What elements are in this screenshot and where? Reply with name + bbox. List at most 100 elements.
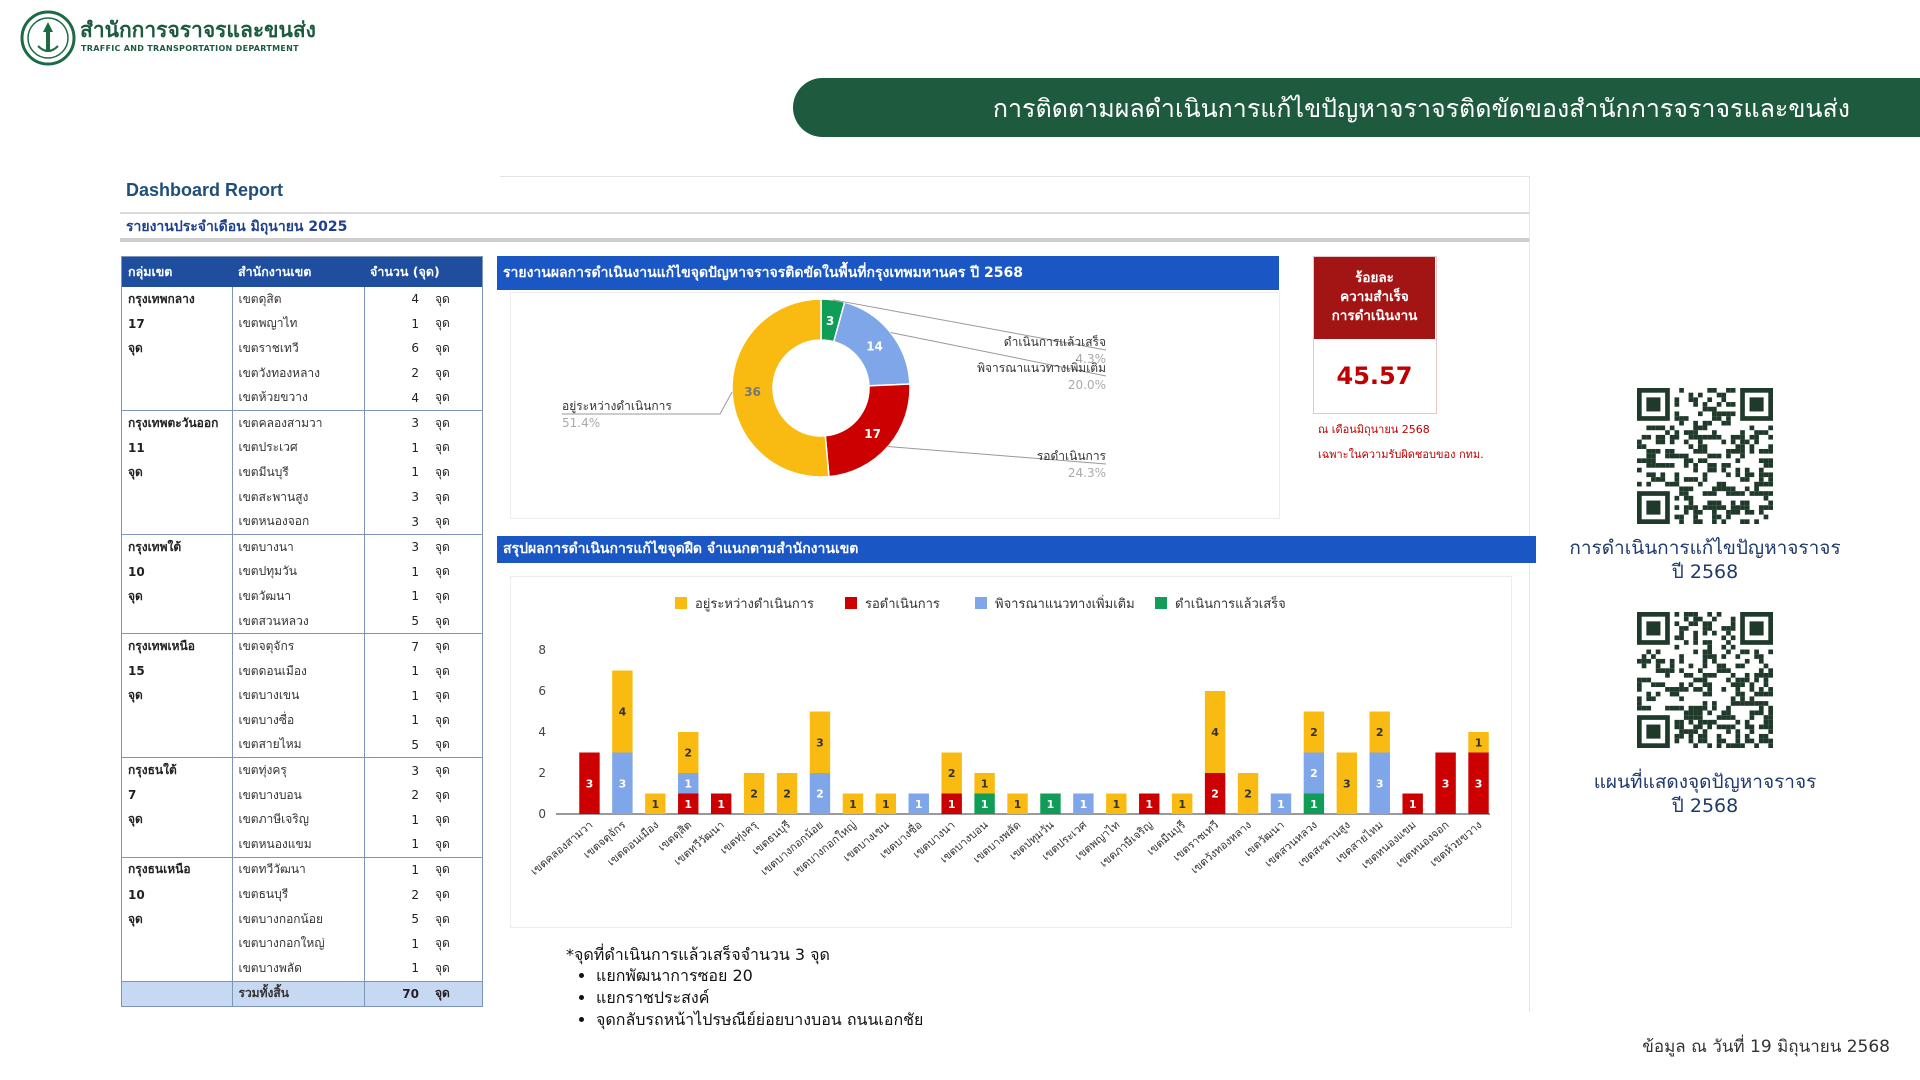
qr-code-map[interactable] bbox=[1637, 612, 1773, 748]
leader-line bbox=[832, 299, 1107, 351]
unit-cell: จุด bbox=[434, 564, 450, 579]
bar-value-label: 1 bbox=[1475, 736, 1483, 749]
bar-value-label: 1 bbox=[1277, 798, 1285, 811]
district-cell: เขตธนบุรี bbox=[232, 882, 365, 907]
table-row: กรุงเทพตะวันออก เขตคลองสามวา 3 จุด bbox=[121, 409, 483, 436]
leader-line bbox=[890, 332, 1107, 377]
footnote-item: แยกราชประสงค์ bbox=[596, 987, 923, 1009]
bar-value-label: 1 bbox=[1409, 798, 1417, 811]
group-cell: จุด bbox=[121, 460, 233, 485]
bar-segment bbox=[1106, 793, 1127, 814]
bar-value-label: 1 bbox=[915, 798, 923, 811]
bar-value-label: 1 bbox=[849, 798, 857, 811]
bar-value-label: 4 bbox=[619, 706, 627, 719]
group-cell: 15 bbox=[121, 658, 233, 684]
group-cell bbox=[121, 608, 233, 634]
count-cell: 2 bbox=[411, 788, 419, 803]
legend-label: พิจารณาแนวทางเพิ่มเติม bbox=[995, 595, 1135, 612]
bar-segment bbox=[678, 773, 699, 794]
district-cell: เขตดุสิต bbox=[232, 287, 365, 312]
unit-cell: จุด bbox=[434, 316, 450, 331]
bar-segment bbox=[1402, 793, 1423, 814]
table-row: จุด เขตภาษีเจริญ 1 จุด bbox=[121, 807, 483, 833]
qr-code-progress[interactable] bbox=[1637, 388, 1773, 524]
bar-value-label: 1 bbox=[1310, 798, 1318, 811]
district-cell: เขตบางซื่อ bbox=[232, 708, 365, 733]
bar-value-label: 2 bbox=[948, 767, 956, 780]
district-table: กลุ่มเขต สำนักงานเขต จำนวน (จุด) กรุงเทพ… bbox=[121, 256, 483, 1008]
footnote-item: แยกพัฒนาการซอย 20 bbox=[596, 965, 923, 987]
donut-category-label: รอดำเนินการ bbox=[1037, 449, 1107, 463]
bar-value-label: 2 bbox=[1310, 767, 1318, 780]
bar-value-label: 2 bbox=[750, 788, 758, 801]
donut-percent-label: 4.3% bbox=[1076, 352, 1107, 366]
dashboard-subtitle: รายงานประจำเดือน มิถุนายน 2025 bbox=[126, 219, 348, 235]
bar-segment bbox=[1007, 793, 1028, 814]
banner-title: การติดตามผลดำเนินการแก้ไขปัญหาจราจรติดขั… bbox=[992, 94, 1850, 123]
unit-cell: จุด bbox=[434, 836, 450, 851]
footnote-title: *จุดที่ดำเนินการแล้วเสร็จจำนวน 3 จุด bbox=[566, 945, 830, 964]
table-row: กรุงเทพใต้ เขตบางนา 3 จุด bbox=[121, 533, 483, 560]
count-cell: 1 bbox=[411, 812, 419, 827]
donut-slice bbox=[824, 383, 911, 478]
count-cell: 1 bbox=[411, 713, 419, 728]
group-cell bbox=[121, 956, 233, 982]
bar-segment bbox=[1171, 793, 1193, 814]
bar-segment bbox=[645, 793, 666, 814]
table-row: 7 เขตบางบอน 2 จุด bbox=[121, 782, 483, 808]
success-title-line: ความสำเร็จ bbox=[1340, 289, 1409, 305]
table-row: กรุงธนเหนือ เขตทวีวัฒนา 1 จุด bbox=[121, 856, 483, 883]
unit-cell: จุด bbox=[434, 489, 450, 504]
group-cell bbox=[121, 385, 233, 411]
group-cell: 10 bbox=[121, 559, 233, 585]
group-cell: กรุงเทพเหนือ bbox=[121, 633, 233, 659]
bar-segment bbox=[1270, 793, 1292, 814]
legend-swatch bbox=[1155, 597, 1167, 609]
count-cell: 1 bbox=[411, 465, 419, 480]
group-cell: จุด bbox=[121, 683, 233, 709]
y-tick-label: 6 bbox=[538, 684, 546, 698]
divider bbox=[120, 238, 1530, 242]
district-cell: เขตบางกอกใหญ่ bbox=[232, 931, 365, 957]
unit-cell: จุด bbox=[428, 856, 483, 883]
total-row: รวมทั้งสิ้น 70 จุด bbox=[121, 980, 483, 1007]
unit-cell: จุด bbox=[434, 960, 450, 975]
divider bbox=[1529, 176, 1530, 1012]
bar-value-label: 2 bbox=[783, 788, 791, 801]
donut-value-label: 36 bbox=[744, 385, 761, 399]
bar-value-label: 2 bbox=[816, 788, 824, 801]
group-cell bbox=[121, 509, 233, 535]
bar-value-label: 3 bbox=[619, 777, 627, 790]
bar-section-title: สรุปผลการดำเนินการแก้ไขจุดฝืด จำแนกตามสำ… bbox=[497, 536, 1536, 563]
donut-value-label: 14 bbox=[866, 339, 883, 353]
district-cell: เขตทวีวัฒนา bbox=[232, 856, 365, 883]
table-row: จุด เขตบางกอกน้อย 5 จุด bbox=[121, 906, 483, 932]
legend-swatch bbox=[845, 597, 857, 609]
table-row: เขตวังทองหลาง 2 จุด bbox=[121, 360, 483, 386]
count-cell: 7 bbox=[364, 633, 429, 659]
table-row: เขตห้วยขวาง 4 จุด bbox=[121, 385, 483, 411]
count-cell: 3 bbox=[411, 490, 419, 505]
legend-swatch bbox=[675, 597, 687, 609]
bar-value-label: 2 bbox=[1376, 726, 1384, 739]
dashboard-title: Dashboard Report bbox=[126, 180, 284, 200]
unit-cell: จุด bbox=[434, 390, 450, 405]
bar-segment bbox=[1139, 793, 1160, 814]
donut-category-label: อยู่ระหว่างดำเนินการ bbox=[562, 399, 672, 414]
bar-segment bbox=[842, 793, 864, 814]
district-cell: เขตสายไหม bbox=[232, 732, 365, 758]
bar-value-label: 1 bbox=[981, 798, 989, 811]
total-cell: จุด bbox=[428, 980, 483, 1007]
table-row: กรุงเทพเหนือ เขตจตุจักร 7 จุด bbox=[121, 633, 483, 659]
bar-segment bbox=[809, 773, 831, 814]
count-cell: 5 bbox=[411, 912, 419, 927]
data-date: ข้อมูล ณ วันที่ 19 มิถุนายน 2568 bbox=[1642, 1037, 1890, 1057]
donut-category-label: ดำเนินการแล้วเสร็จ bbox=[1004, 334, 1106, 349]
success-note: เฉพาะในความรับผิดชอบของ กทม. bbox=[1318, 448, 1484, 461]
unit-cell: จุด bbox=[428, 633, 483, 659]
bar-value-label: 1 bbox=[1178, 798, 1186, 811]
count-cell: 4 bbox=[411, 390, 419, 405]
table-row: 11 เขตประเวศ 1 จุด bbox=[121, 435, 483, 461]
qr-caption-line: การดำเนินการแก้ไขปัญหาจราจร bbox=[1569, 537, 1841, 559]
column-header: สำนักงานเขต bbox=[232, 256, 364, 287]
